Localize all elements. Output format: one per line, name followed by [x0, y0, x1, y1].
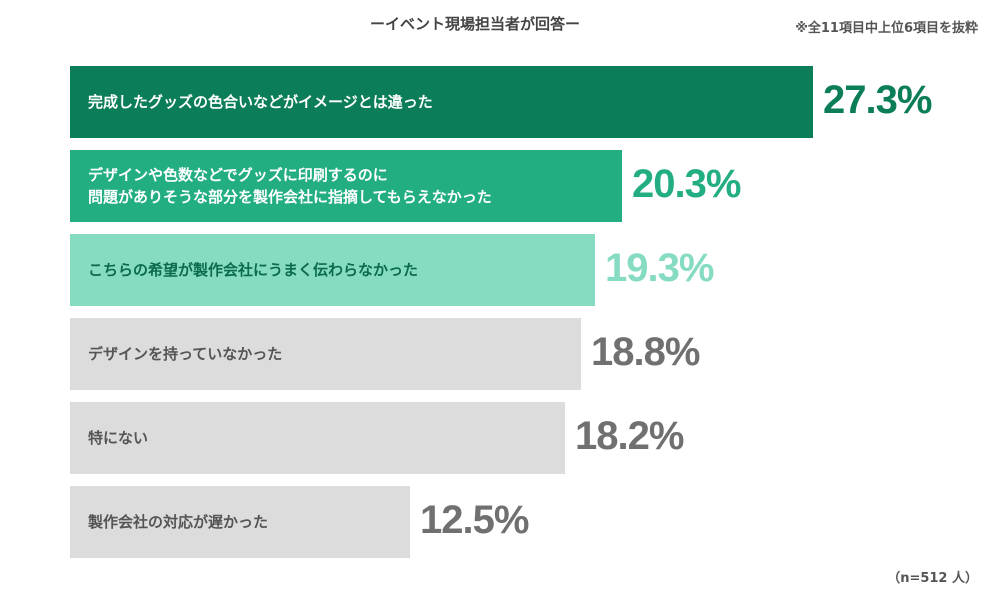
bar-value-4: 18.8% [591, 330, 700, 374]
bar-label-3: こちらの希望が製作会社にうまく伝わらなかった [88, 260, 419, 279]
sample-size-note: （n=512 人） [887, 571, 978, 586]
bar-6: 製作会社の対応が遅かった [70, 486, 410, 558]
bar-3: こちらの希望が製作会社にうまく伝わらなかった [70, 234, 595, 306]
bar-label-6: 製作会社の対応が遅かった [88, 512, 269, 531]
bar-label-2: デザインや色数などでグッズに印刷するのに 問題がありそうな部分を製作会社に指摘し… [88, 165, 492, 207]
chart-title: ーイベント現場担当者が回答ー [370, 15, 581, 33]
bar-value-2: 20.3% [632, 162, 741, 206]
bar-value-3: 19.3% [605, 246, 714, 290]
bar-2: デザインや色数などでグッズに印刷するのに 問題がありそうな部分を製作会社に指摘し… [70, 150, 622, 222]
bar-1: 完成したグッズの色合いなどがイメージとは違った [70, 66, 813, 138]
bar-4: デザインを持っていなかった [70, 318, 581, 390]
chart-note: ※全11項目中上位6項目を抜粋 [795, 21, 978, 36]
bar-label-1: 完成したグッズの色合いなどがイメージとは違った [88, 92, 433, 111]
bar-5: 特にない [70, 402, 565, 474]
bar-value-1: 27.3% [823, 78, 932, 122]
bar-value-5: 18.2% [575, 414, 684, 458]
bar-value-6: 12.5% [420, 498, 529, 542]
bar-label-4: デザインを持っていなかった [88, 344, 283, 363]
bar-label-5: 特にない [88, 428, 149, 447]
